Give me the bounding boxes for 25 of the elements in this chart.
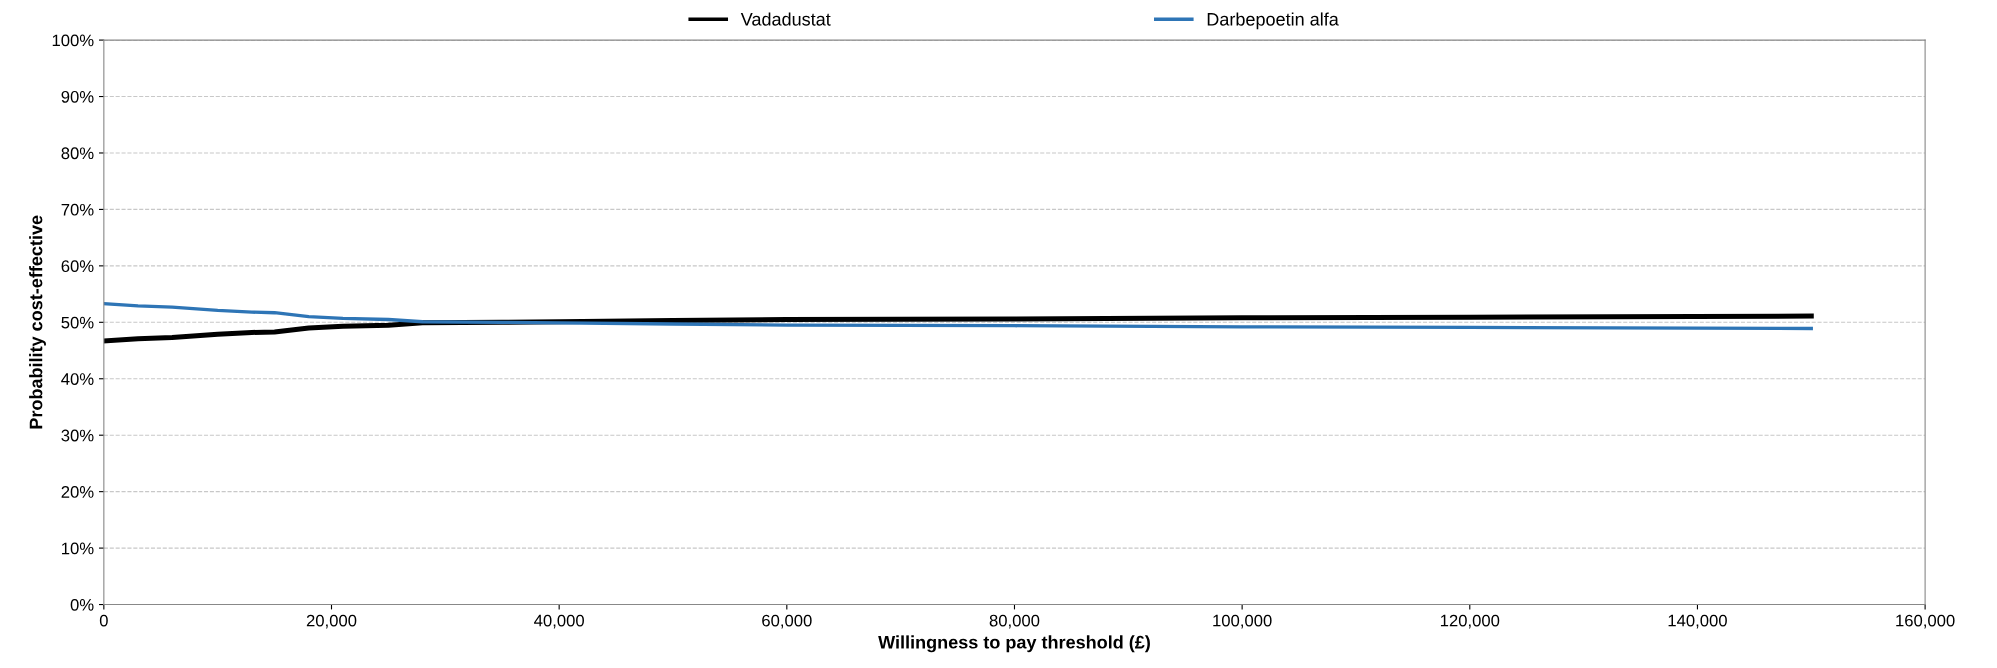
legend-label: Darbepoetin alfa (1207, 12, 1339, 30)
legend-label: Vadadustat (740, 12, 831, 26)
y-tick-label: 50% (61, 316, 94, 329)
x-tick-label: 160,000 (1896, 614, 1955, 629)
x-tick-label: 20,000 (306, 614, 357, 629)
y-tick-label: 90% (61, 90, 94, 103)
x-tick-label: 0 (99, 614, 108, 627)
x-tick-label: 80,000 (989, 614, 1040, 629)
y-tick-label: 20% (61, 486, 94, 498)
x-axis-title: Willingness to pay threshold (£) (878, 635, 1150, 653)
y-axis-title: Probability cost-effective (29, 215, 46, 429)
y-tick-label: 80% (61, 147, 94, 160)
y-tick-label: 100% (52, 34, 94, 47)
y-tick-label: 60% (61, 260, 94, 273)
y-tick-label: 70% (61, 203, 94, 216)
x-tick-label: 60,000 (762, 614, 812, 629)
y-tick-label: 10% (62, 542, 94, 555)
x-tick-label: 140,000 (1668, 614, 1727, 629)
y-tick-label: 0% (70, 598, 94, 611)
y-tick-label: 40% (61, 373, 94, 385)
x-tick-label: 100,000 (1213, 614, 1272, 629)
line-series (103, 302, 1813, 331)
x-tick-label: 120,000 (1440, 614, 1500, 629)
x-tick-label: 40,000 (534, 614, 584, 629)
y-tick-label: 30% (61, 429, 94, 442)
